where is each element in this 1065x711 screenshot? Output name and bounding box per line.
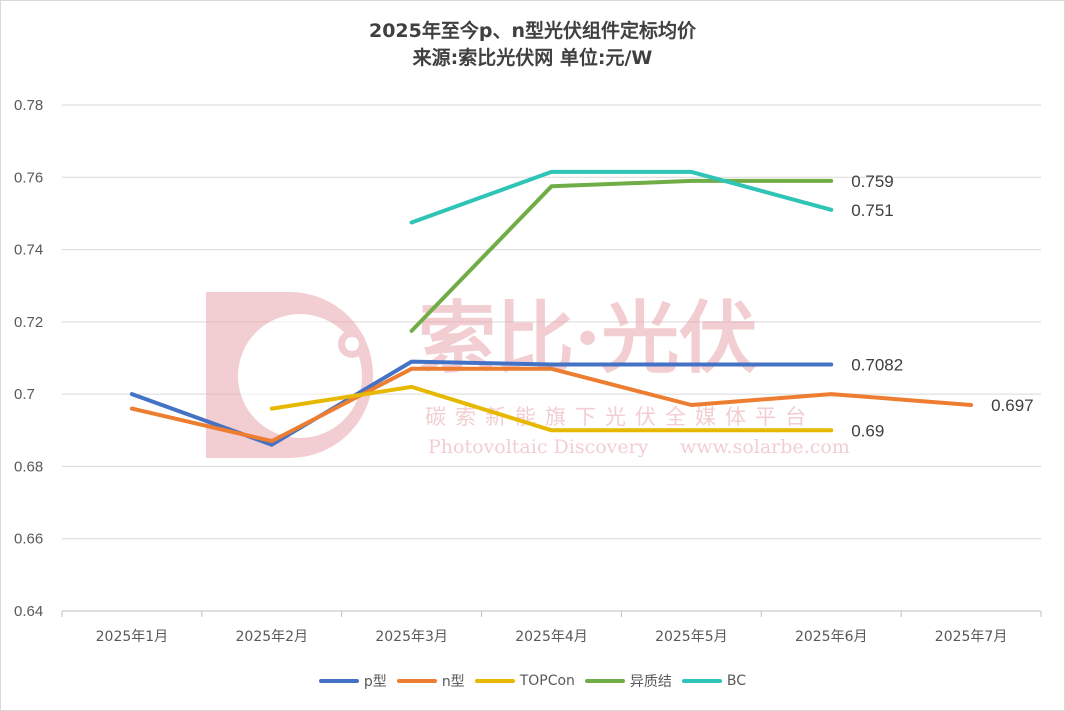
data-label: 0.7082 — [851, 356, 903, 375]
legend-item: 异质结 — [584, 671, 672, 691]
y-tick-label: 0.76 — [14, 169, 43, 186]
legend-label: n型 — [441, 674, 465, 690]
legend-label: 异质结 — [629, 674, 672, 690]
data-labels: 0.7082 0.697 0.69 0.759 0.751 — [851, 172, 1033, 440]
legend-swatch — [681, 679, 722, 683]
legend-swatch — [396, 679, 437, 683]
y-tick-label: 0.7 — [14, 386, 35, 403]
y-tick-label: 0.66 — [14, 531, 43, 548]
data-label: 0.751 — [851, 201, 894, 220]
y-tick-label: 0.72 — [14, 314, 43, 331]
x-tick-label: 2025年7月 — [935, 629, 1008, 645]
legend-item: BC — [681, 673, 747, 689]
data-label: 0.69 — [851, 421, 884, 440]
x-tick-label: 2025年1月 — [96, 629, 169, 645]
gridlines — [62, 104, 1041, 612]
legend: p型 n型 TOPCon 异质结 BC — [0, 668, 1065, 690]
series-line — [409, 169, 834, 225]
x-tick-label: 2025年3月 — [375, 629, 448, 645]
x-tick-label: 2025年2月 — [236, 629, 309, 645]
chart-title: 2025年至今p、n型光伏组件定标均价 — [368, 20, 696, 42]
legend-label: TOPCon — [519, 673, 575, 689]
data-label: 0.697 — [991, 396, 1034, 415]
legend-swatch — [474, 679, 515, 683]
y-tick-label: 0.68 — [14, 458, 43, 475]
legend-swatch — [584, 679, 625, 683]
legend-item: TOPCon — [474, 673, 575, 689]
y-tick-label: 0.64 — [14, 603, 43, 620]
x-axis: 2025年1月 2025年2月 2025年3月 2025年4月 2025年5月 2025年… — [61, 611, 1042, 645]
series-line — [129, 366, 974, 444]
series-line — [269, 384, 834, 433]
chart-subtitle: 来源:索比光伏网 单位:元/W — [412, 47, 653, 69]
y-axis: 0.64 0.66 0.68 0.7 0.72 0.74 0.76 0.78 — [14, 97, 43, 620]
y-tick-label: 0.78 — [14, 97, 43, 114]
legend-item: n型 — [396, 671, 465, 691]
watermark-english: Photovoltaic Discovery — [428, 436, 649, 458]
watermark: 索比·光伏 碳索新能旗下光伏全媒体平台 Photovoltaic Discove… — [206, 292, 850, 458]
data-label: 0.759 — [851, 172, 894, 191]
watermark-logo-icon — [206, 292, 373, 458]
legend-item: p型 — [318, 671, 387, 691]
y-tick-label: 0.74 — [14, 242, 43, 259]
legend-label: BC — [726, 673, 747, 689]
legend-label: p型 — [363, 674, 387, 690]
watermark-site: www.solarbe.com — [680, 436, 850, 458]
series-line — [409, 178, 834, 333]
x-tick-label: 2025年6月 — [795, 629, 868, 645]
legend-swatch — [318, 679, 359, 683]
x-tick-label: 2025年4月 — [515, 629, 588, 645]
series-lines — [129, 169, 974, 447]
x-tick-label: 2025年5月 — [655, 629, 728, 645]
